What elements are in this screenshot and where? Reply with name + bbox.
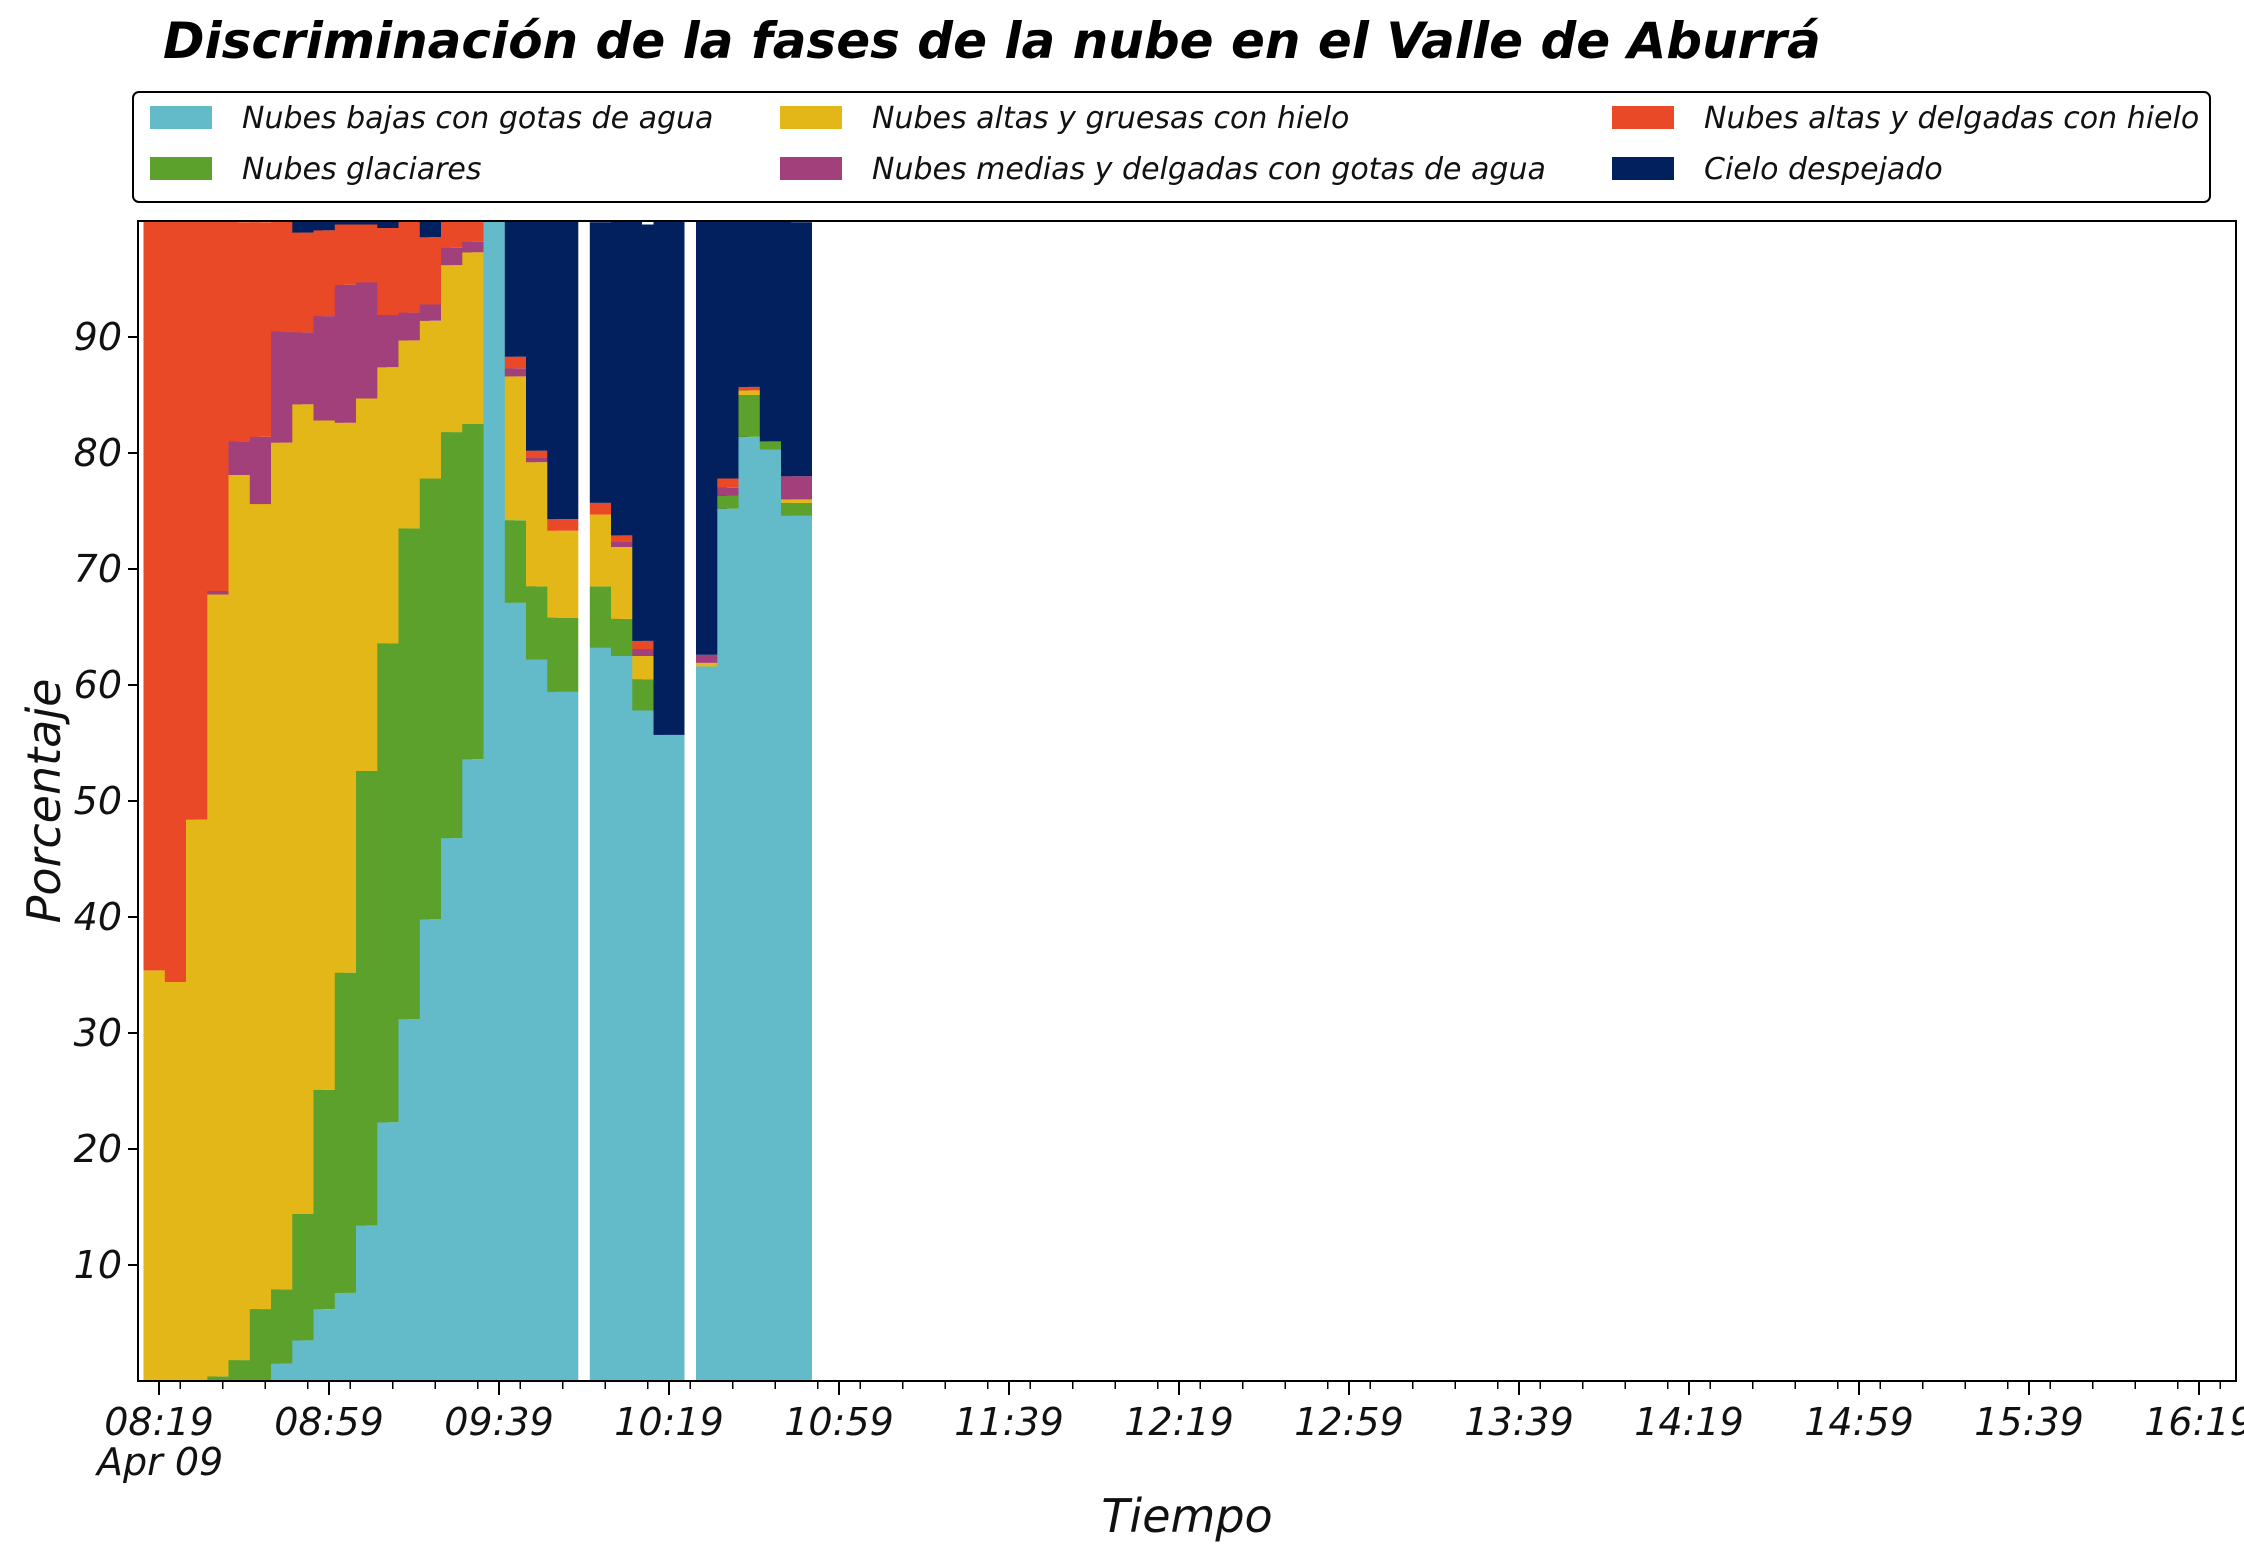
- bar-segment-0954-s0: [547, 692, 579, 1381]
- bar-segment-1014-s3: [632, 649, 664, 656]
- x-axis: 08:19 08:59 09:39 10:19 10:59 11:39 12:19 12:59…: [104, 1381, 2244, 1444]
- bar-segment-0949-s4: [526, 450, 557, 458]
- y-tick-label: 40: [74, 895, 122, 939]
- bar-segment-0944-s3: [504, 368, 536, 377]
- x-axis-label: Tiempo: [1101, 1489, 1272, 1543]
- bar-segment-1049-s1: [781, 502, 812, 516]
- legend: Nubes bajas con gotas de agua Nubes altas…: [132, 91, 2211, 203]
- y-tick-label: 80: [74, 431, 122, 475]
- legend-box: [132, 91, 2211, 203]
- legend-label: Nubes altas y gruesas con hielo: [872, 101, 1349, 136]
- chart-title: Discriminación de la fases de la nube en…: [163, 12, 1821, 70]
- bar-segment-0854-s5: [292, 221, 324, 233]
- bar-segment-0944-s4: [504, 356, 536, 369]
- bar-segment-0954-s1: [547, 617, 579, 692]
- bar-segment-1034-s4: [717, 478, 749, 488]
- legend-label: Cielo despejado: [1704, 152, 1943, 187]
- bar-segment-1044-s1: [759, 441, 791, 450]
- x-date-label: Apr 09: [94, 1440, 223, 1484]
- bar-segment-0859-s5: [313, 221, 345, 231]
- bar-segment-0909-s5: [356, 221, 387, 225]
- legend-swatch: [1612, 157, 1674, 180]
- bar-segment-1009-s4: [611, 535, 642, 542]
- bar-segment-1034-s3: [717, 487, 749, 496]
- y-tick-label: 60: [74, 663, 122, 707]
- bar-segment-1029-s2: [696, 663, 727, 667]
- bar-segment-0954-s4: [547, 519, 579, 531]
- x-tick-label: 12:59: [1294, 1400, 1404, 1444]
- legend-label: Nubes altas y delgadas con hielo: [1704, 101, 2199, 136]
- bar-segment-0834-s1: [207, 1376, 239, 1381]
- x-tick-label: 11:39: [954, 1400, 1064, 1444]
- x-tick-label: 15:39: [1974, 1400, 2084, 1444]
- bar-segment-1019-s0: [653, 734, 685, 1381]
- y-tick-label: 10: [74, 1243, 122, 1287]
- bar-segment-0954-s2: [547, 530, 579, 618]
- y-tick-label: 50: [74, 779, 122, 823]
- legend-swatch: [780, 106, 842, 129]
- bar-segment-1029-s3: [696, 654, 727, 663]
- legend-swatch: [150, 157, 212, 180]
- bar-segment-1049-s3: [781, 476, 812, 500]
- x-tick-label: 08:59: [274, 1400, 384, 1444]
- bar-segment-1049-s0: [781, 515, 812, 1381]
- bar-segment-1009-s3: [611, 541, 642, 547]
- bar-segment-0954-s5: [547, 221, 579, 520]
- x-tick-label: 13:39: [1464, 1400, 1574, 1444]
- x-tick-label: 12:19: [1124, 1400, 1234, 1444]
- bar-segment-1014-s4: [632, 640, 664, 649]
- legend-label: Nubes glaciares: [242, 152, 482, 187]
- x-tick-label: 10:19: [614, 1400, 724, 1444]
- bar-segment-0834-s3: [207, 591, 239, 595]
- x-tick-label: 14:19: [1634, 1400, 1744, 1444]
- bar-segment-1049-s2: [781, 499, 812, 503]
- legend-swatch: [780, 157, 842, 180]
- legend-swatch: [150, 106, 212, 129]
- bar-segment-0904-s5: [334, 221, 366, 225]
- y-tick-label: 70: [74, 547, 122, 591]
- x-tick-label: 09:39: [444, 1400, 554, 1444]
- x-tick-label: 16:19: [2144, 1400, 2244, 1444]
- bar-segment-0914-s5: [377, 221, 409, 228]
- x-tick-label: 14:59: [1804, 1400, 1914, 1444]
- x-tick-label: 10:59: [784, 1400, 894, 1444]
- y-axis-label: Porcentaje: [17, 679, 71, 924]
- y-tick-label: 20: [74, 1127, 122, 1171]
- legend-swatch: [1612, 106, 1674, 129]
- bar-segment-1039-s4: [738, 386, 770, 391]
- bar-segment-1039-s2: [738, 390, 770, 395]
- bar-segment-0934-s3: [462, 241, 494, 253]
- bar-segment-1019-s5: [653, 221, 685, 735]
- legend-label: Nubes bajas con gotas de agua: [242, 101, 713, 136]
- y-tick-label: 90: [74, 315, 122, 359]
- x-tick-label: 08:19: [104, 1400, 214, 1444]
- bar-segment-1049-s5: [781, 222, 812, 477]
- y-tick-label: 30: [74, 1011, 122, 1055]
- y-axis: 10 20 30 40 50 60 70 80 90: [74, 315, 138, 1287]
- bars-layer: [143, 221, 812, 1381]
- bar-segment-0949-s3: [526, 457, 557, 463]
- bar-segment-1004-s4: [589, 502, 621, 515]
- legend-label: Nubes medias y delgadas con gotas de agu…: [872, 152, 1546, 187]
